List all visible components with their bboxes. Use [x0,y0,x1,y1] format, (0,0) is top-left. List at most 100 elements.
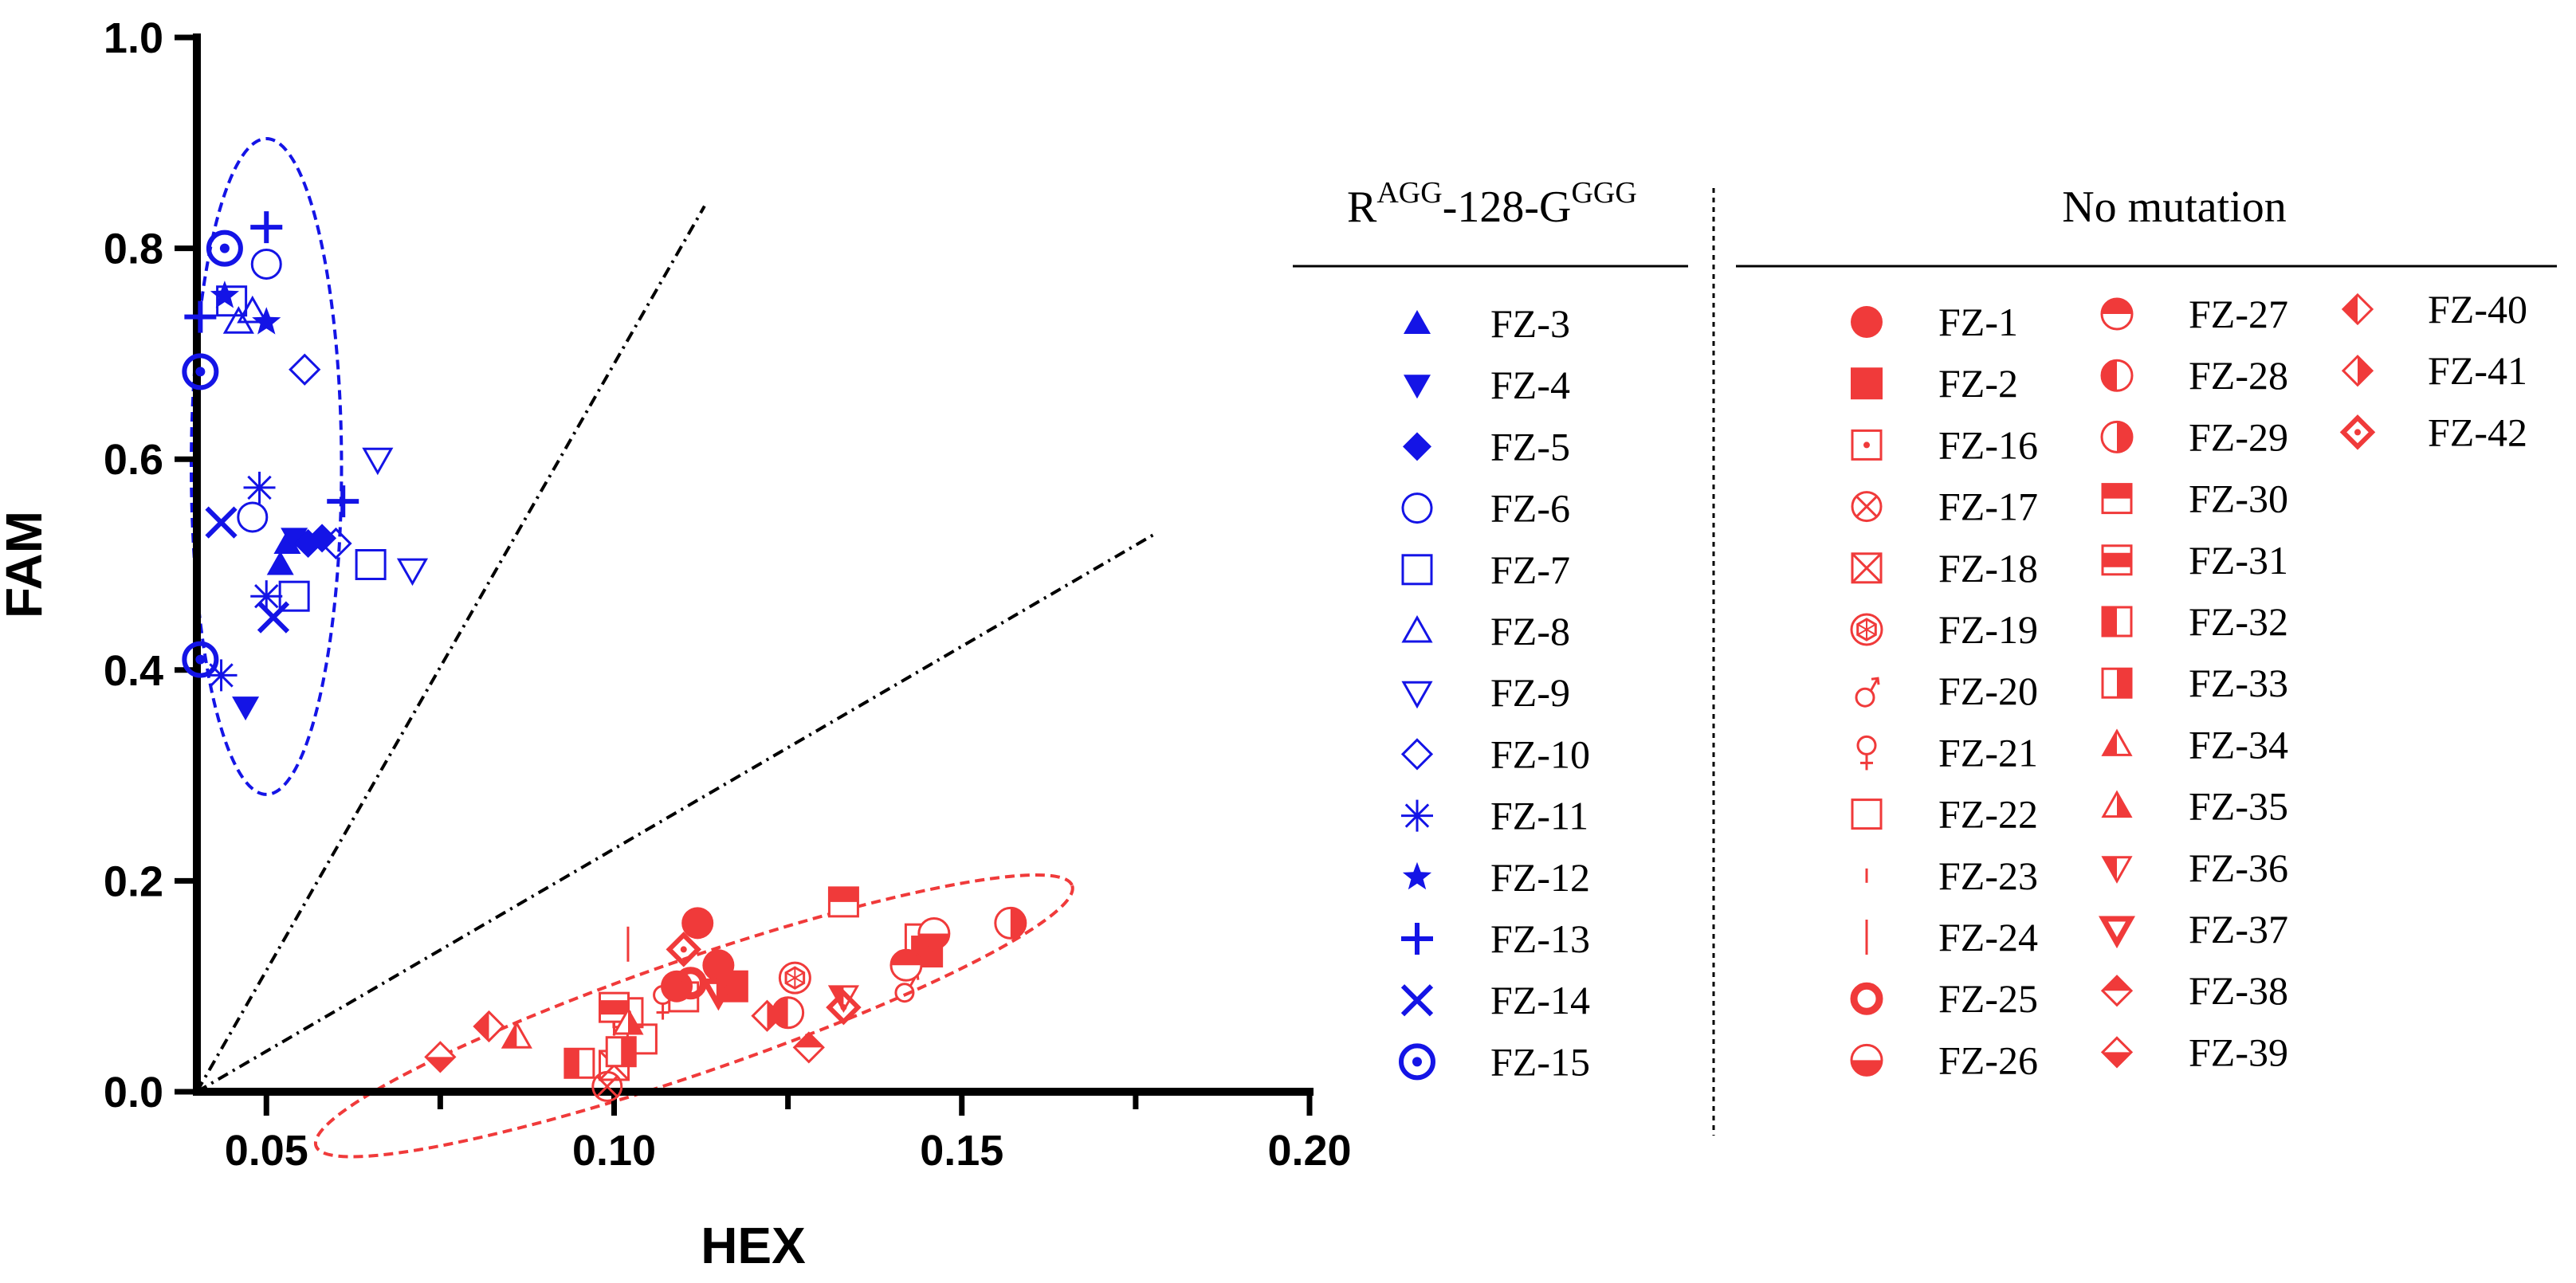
legend-marker-fz-14 [1400,984,1434,1017]
point-fz-37 [700,978,737,1011]
point-fz-40 [473,1010,505,1043]
point-fz-26 [917,917,951,951]
legend: RAGG-128-GGGG No mutation FZ-3 FZ-4 FZ-5 FZ… [1293,176,2557,1136]
point-fz-9 [396,558,429,587]
point-fz-4 [232,696,260,721]
point-fz-13 [250,211,283,244]
legend-label-fz-40: FZ-40 [2428,287,2527,332]
legend-marker-fz-10 [1400,738,1434,771]
legend-label-fz-15: FZ-15 [1490,1039,1590,1084]
legend-label-fz-3: FZ-3 [1490,301,1570,346]
legend-marker-fz-1 [1851,306,1883,338]
legend-label-fz-41: FZ-41 [2428,348,2527,393]
point-fz-14 [205,506,238,539]
legend-label-fz-11: FZ-11 [1490,794,1588,838]
legend-marker-fz-18 [1851,552,1883,584]
point-fz-8 [222,306,254,334]
axes: 0.05 0.10 0.15 0.20 0.0 0.2 0.4 0.6 0.8 1.0 HEX FAM [0,14,1352,1274]
legend-marker-fz-22 [1851,798,1883,830]
legend-marker-fz-6 [1401,492,1433,524]
point-fz-15 [182,353,219,390]
legend-label-fz-22: FZ-22 [1938,792,2038,837]
legend-label-fz-8: FZ-8 [1490,609,1570,653]
legend-marker-fz-27 [2100,297,2134,331]
legend-label-fz-4: FZ-4 [1490,363,1570,407]
legend-marker-fz-13 [1401,923,1433,955]
y-tick-label: 0.2 [104,857,163,905]
legend-marker-fz-3 [1404,310,1431,334]
legend-label-fz-7: FZ-7 [1490,547,1570,592]
point-fz-38 [792,1031,825,1064]
point-fz-5 [308,524,337,553]
legend-label-fz-31: FZ-31 [2189,538,2288,583]
legend-label-fz-26: FZ-26 [1938,1038,2038,1082]
y-tick-label: 1.0 [104,14,163,62]
legend-label-fz-18: FZ-18 [1938,546,2038,590]
legend-marker-fz-39 [2100,1036,2134,1069]
legend-marker-fz-15 [1399,1043,1435,1081]
legend-marker-fz-30 [2101,483,2133,515]
point-fz-39 [424,1041,457,1073]
legend-label-fz-20: FZ-20 [1938,669,2038,713]
cluster-ellipse-mutant [190,137,344,796]
point-fz-15 [206,230,243,267]
legend-label-fz-28: FZ-28 [2189,353,2288,398]
legend-label-fz-13: FZ-13 [1490,916,1590,961]
point-fz-3 [266,551,294,575]
legend-marker-fz-20 [1855,677,1880,708]
legend-label-fz-24: FZ-24 [1938,915,2038,959]
legend-title-mutant: RAGG-128-GGGG [1347,176,1637,232]
legend-marker-fz-17 [1851,491,1883,523]
point-fz-6 [237,501,269,533]
point-fz-19 [778,961,811,995]
legend-marker-fz-16 [1851,429,1883,461]
legend-label-fz-25: FZ-25 [1938,976,2038,1021]
point-fz-32 [564,1047,595,1079]
legend-label-fz-14: FZ-14 [1490,978,1590,1022]
point-fz-11 [205,659,238,692]
legend-label-fz-30: FZ-30 [2189,477,2288,521]
point-fz-21 [653,985,673,1020]
point-fz-8 [237,295,269,324]
legend-marker-fz-11 [1401,799,1433,832]
legend-label-fz-29: FZ-29 [2189,414,2288,459]
point-fz-42 [666,932,701,967]
point-fz-4 [281,528,308,552]
point-fz-29 [994,906,1027,940]
legend-label-fz-9: FZ-9 [1490,670,1570,715]
legend-marker-fz-37 [2098,916,2136,949]
point-fz-10 [320,527,352,560]
legend-label-fz-42: FZ-42 [2428,410,2527,454]
point-fz-11 [243,471,276,504]
point-fz-13 [184,300,217,333]
legend-marker-fz-35 [2101,790,2133,818]
legend-marker-fz-4 [1404,375,1431,399]
legend-label-fz-34: FZ-34 [2189,722,2288,767]
legend-label-fz-6: FZ-6 [1490,486,1570,531]
point-fz-42 [826,989,862,1026]
legend-label-fz-39: FZ-39 [2189,1030,2288,1074]
point-fz-14 [257,601,290,634]
point-fz-27 [889,948,923,982]
legend-marker-fz-41 [2341,355,2374,387]
legend-label-fz-23: FZ-23 [1938,853,2038,898]
y-tick-label: 0.4 [104,647,163,695]
legend-label-fz-32: FZ-32 [2189,599,2288,644]
point-fz-10 [289,353,321,386]
point-fz-7 [355,549,387,580]
legend-marker-fz-9 [1401,681,1433,709]
legend-marker-fz-12 [1402,861,1432,890]
data-points [182,211,1027,1102]
legend-marker-fz-34 [2101,728,2133,756]
legend-marker-fz-36 [2101,856,2133,884]
y-axis-title: FAM [0,511,53,618]
legend-marker-fz-38 [2100,975,2134,1007]
legend-label-fz-33: FZ-33 [2189,661,2288,705]
x-tick-label: 0.05 [225,1127,308,1175]
legend-marker-fz-7 [1401,554,1433,586]
x-tick-label: 0.10 [572,1127,656,1175]
legend-label-fz-36: FZ-36 [2189,846,2288,890]
point-fz-12 [252,307,281,335]
point-fz-13 [327,485,359,518]
point-fz-35 [612,1006,644,1035]
